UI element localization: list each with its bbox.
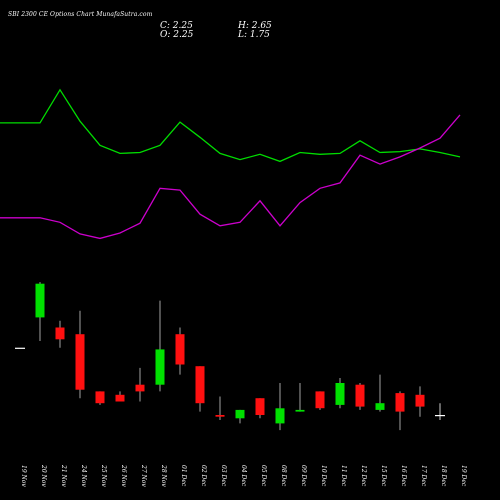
x-tick-label: 01 Dec: [180, 465, 187, 487]
candles: [15, 282, 445, 431]
x-tick-label: 11 Dec: [340, 465, 347, 487]
high-value: H: 2.65: [238, 21, 272, 31]
candle: [435, 403, 445, 420]
candle-body: [95, 391, 105, 404]
candle-body: [415, 394, 425, 407]
candle: [275, 383, 285, 431]
candle-body: [135, 384, 145, 392]
x-tick-label: 17 Dec: [420, 465, 427, 487]
x-tick-label: 18 Dec: [440, 465, 447, 487]
candle-body: [355, 384, 365, 407]
x-tick-label: 27 Nov: [140, 464, 147, 487]
candle-body: [275, 408, 285, 424]
x-tick-label: 12 Dec: [360, 465, 367, 487]
x-tick-label: 28 Nov: [160, 464, 167, 487]
candle-body: [175, 334, 185, 365]
candle: [295, 383, 305, 412]
x-tick-label: 15 Dec: [380, 465, 387, 487]
candle-body: [335, 383, 345, 405]
candle: [415, 386, 425, 417]
candle: [135, 367, 145, 402]
candle: [215, 396, 225, 420]
overlay-lines: [0, 88, 461, 240]
candle: [75, 310, 85, 399]
candle: [175, 327, 185, 375]
candle-body: [215, 415, 225, 417]
x-axis: 19 Nov 20 Nov 21 Nov 24 Nov 25 Nov 26 Nov 27 N…: [20, 464, 467, 487]
candle-body: [235, 409, 245, 419]
candle: [335, 378, 345, 409]
x-tick-label: 24 Nov: [80, 464, 87, 487]
candle: [355, 383, 365, 410]
candle: [115, 391, 125, 402]
candle: [195, 366, 205, 412]
x-tick-label: 21 Nov: [60, 464, 67, 487]
candle-body: [115, 394, 125, 402]
x-tick-label: 25 Nov: [100, 464, 107, 487]
x-tick-label: 10 Dec: [320, 465, 327, 487]
x-tick-label: 26 Nov: [120, 464, 127, 487]
candle: [315, 391, 325, 410]
x-tick-label: 19 Nov: [20, 465, 27, 487]
x-tick-label: 02 Dec: [200, 465, 207, 487]
low-value: L: 1.75: [238, 30, 270, 40]
candle: [375, 374, 385, 412]
candle: [255, 398, 265, 419]
candle-body: [55, 327, 65, 340]
x-tick-label: 03 Dec: [220, 465, 227, 487]
chart-title: SBI 2300 CE Options Chart MunafaSutra.co…: [8, 11, 153, 18]
close-value: C: 2.25: [160, 21, 193, 31]
candle-body: [35, 283, 45, 318]
x-tick-label: 19 Dec: [460, 465, 467, 487]
candle-body: [75, 334, 85, 390]
candle-body: [295, 409, 305, 412]
candle-body: [255, 398, 265, 415]
candle: [395, 391, 405, 431]
x-tick-label: 16 Dec: [400, 465, 407, 487]
x-tick-label: 04 Dec: [240, 465, 247, 487]
candle-body: [315, 391, 325, 409]
candle: [155, 300, 165, 392]
candle: [235, 409, 245, 424]
x-tick-label: 05 Dec: [260, 465, 267, 487]
candle: [35, 282, 45, 341]
candle: [15, 347, 25, 349]
candle-body: [195, 366, 205, 404]
overlay-line-1: [0, 88, 461, 163]
candle-body: [375, 403, 385, 410]
x-tick-label: 20 Nov: [40, 464, 47, 487]
open-value: O: 2.25: [160, 30, 194, 40]
candle-body: [15, 347, 25, 349]
candle-body: [435, 415, 445, 417]
candle: [55, 320, 65, 348]
candle-body: [395, 393, 405, 412]
candle: [95, 391, 105, 405]
x-tick-label: 09 Dec: [300, 465, 307, 487]
x-tick-label: 08 Dec: [280, 465, 287, 487]
candle-body: [155, 349, 165, 385]
overlay-line-2: [0, 114, 461, 240]
